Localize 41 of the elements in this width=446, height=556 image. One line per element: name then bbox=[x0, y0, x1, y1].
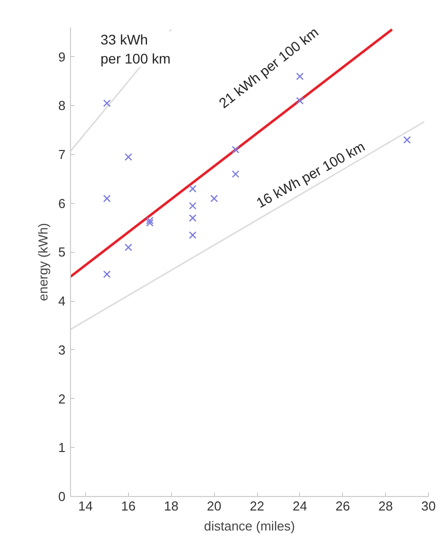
x-tick-label: 26 bbox=[336, 498, 350, 514]
annotation: 21 kWh per 100 km bbox=[216, 24, 322, 112]
point bbox=[188, 202, 196, 210]
y-tick-label: 9 bbox=[58, 49, 66, 64]
point bbox=[146, 216, 154, 224]
point bbox=[296, 72, 304, 80]
annotation: 33 kWh per 100 km bbox=[100, 32, 171, 67]
annotation: 16 kWh per 100 km bbox=[254, 138, 368, 211]
y-tick-label: 4 bbox=[58, 294, 66, 309]
point bbox=[146, 219, 154, 227]
x-tick-label: 20 bbox=[206, 498, 222, 514]
point bbox=[124, 153, 132, 161]
point bbox=[188, 231, 196, 239]
y-tick-label: 8 bbox=[58, 98, 66, 114]
point bbox=[103, 270, 111, 278]
point bbox=[232, 146, 240, 154]
point bbox=[103, 194, 111, 202]
x-tick-label: 14 bbox=[78, 498, 93, 514]
point bbox=[103, 99, 111, 108]
point bbox=[210, 194, 218, 202]
x-axis-title: distance (miles) bbox=[204, 518, 296, 534]
x-tick-label: 18 bbox=[164, 498, 178, 514]
x-tick-label: 22 bbox=[250, 498, 264, 514]
point bbox=[232, 170, 240, 178]
point bbox=[296, 97, 304, 105]
point bbox=[403, 136, 411, 144]
y-tick-label: 3 bbox=[58, 342, 66, 358]
y-tick-label: 5 bbox=[58, 244, 66, 260]
y-tick-label: 7 bbox=[58, 147, 66, 162]
x-tick-label: 30 bbox=[421, 498, 436, 514]
x-tick-label: 16 bbox=[121, 498, 136, 514]
y-tick-label: 0 bbox=[58, 489, 66, 504]
y-tick-label: 6 bbox=[58, 196, 66, 211]
point bbox=[188, 214, 196, 222]
point bbox=[188, 184, 196, 192]
x-tick-label: 24 bbox=[292, 498, 308, 514]
x-tick-label: 28 bbox=[378, 498, 393, 514]
point bbox=[124, 244, 132, 252]
y-axis-title: energy (kWh) bbox=[35, 222, 50, 302]
y-tick-label: 1 bbox=[58, 440, 66, 456]
y-tick-label: 2 bbox=[58, 391, 66, 406]
